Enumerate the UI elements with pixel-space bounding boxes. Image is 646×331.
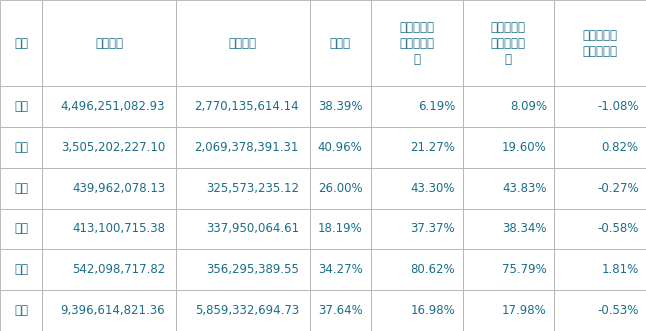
- Text: 橱柜: 橱柜: [14, 100, 28, 113]
- Text: 9,396,614,821.36: 9,396,614,821.36: [61, 304, 165, 317]
- Bar: [371, 86, 463, 127]
- Text: 其他: 其他: [14, 263, 28, 276]
- Text: 2,770,135,614.14: 2,770,135,614.14: [194, 100, 299, 113]
- Bar: [176, 168, 309, 209]
- Bar: [42, 0, 176, 86]
- Text: 3,505,202,227.10: 3,505,202,227.10: [61, 141, 165, 154]
- Text: 356,295,389.55: 356,295,389.55: [206, 263, 299, 276]
- Bar: [463, 290, 554, 331]
- Text: 37.37%: 37.37%: [411, 222, 455, 235]
- Bar: [309, 290, 371, 331]
- Bar: [309, 0, 371, 86]
- Bar: [371, 290, 463, 331]
- Bar: [554, 86, 646, 127]
- Text: 19.60%: 19.60%: [502, 141, 547, 154]
- Text: 0.82%: 0.82%: [601, 141, 639, 154]
- Text: -0.27%: -0.27%: [597, 182, 639, 195]
- Text: 43.30%: 43.30%: [411, 182, 455, 195]
- Bar: [42, 249, 176, 290]
- Text: 衣柜: 衣柜: [14, 141, 28, 154]
- Text: 75.79%: 75.79%: [502, 263, 547, 276]
- Text: -0.53%: -0.53%: [598, 304, 639, 317]
- Bar: [0, 249, 42, 290]
- Bar: [0, 168, 42, 209]
- Bar: [42, 86, 176, 127]
- Text: 21.27%: 21.27%: [410, 141, 455, 154]
- Bar: [176, 127, 309, 168]
- Bar: [176, 0, 309, 86]
- Bar: [0, 209, 42, 249]
- Bar: [309, 127, 371, 168]
- Text: 80.62%: 80.62%: [411, 263, 455, 276]
- Text: 18.19%: 18.19%: [318, 222, 362, 235]
- Bar: [42, 127, 176, 168]
- Text: 542,098,717.82: 542,098,717.82: [72, 263, 165, 276]
- Bar: [176, 249, 309, 290]
- Bar: [463, 168, 554, 209]
- Bar: [371, 168, 463, 209]
- Bar: [176, 86, 309, 127]
- Text: 毛利率比上
年同期增减: 毛利率比上 年同期增减: [583, 28, 618, 58]
- Text: 毛利率: 毛利率: [329, 36, 351, 50]
- Text: 26.00%: 26.00%: [318, 182, 362, 195]
- Text: 6.19%: 6.19%: [418, 100, 455, 113]
- Text: 38.34%: 38.34%: [503, 222, 547, 235]
- Bar: [463, 86, 554, 127]
- Text: 木门: 木门: [14, 222, 28, 235]
- Bar: [554, 209, 646, 249]
- Text: 43.83%: 43.83%: [503, 182, 547, 195]
- Text: 营业成本比
上年同期增
减: 营业成本比 上年同期增 减: [491, 21, 526, 66]
- Bar: [371, 0, 463, 86]
- Bar: [42, 290, 176, 331]
- Text: -1.08%: -1.08%: [597, 100, 639, 113]
- Text: 1.81%: 1.81%: [601, 263, 639, 276]
- Bar: [463, 0, 554, 86]
- Bar: [309, 249, 371, 290]
- Bar: [554, 127, 646, 168]
- Text: 38.39%: 38.39%: [318, 100, 362, 113]
- Text: 16.98%: 16.98%: [410, 304, 455, 317]
- Text: 17.98%: 17.98%: [502, 304, 547, 317]
- Bar: [309, 209, 371, 249]
- Text: 卫浴: 卫浴: [14, 182, 28, 195]
- Bar: [554, 249, 646, 290]
- Bar: [0, 127, 42, 168]
- Bar: [554, 0, 646, 86]
- Text: 40.96%: 40.96%: [318, 141, 362, 154]
- Text: 439,962,078.13: 439,962,078.13: [72, 182, 165, 195]
- Text: 8.09%: 8.09%: [510, 100, 547, 113]
- Text: 5,859,332,694.73: 5,859,332,694.73: [194, 304, 299, 317]
- Text: 2,069,378,391.31: 2,069,378,391.31: [194, 141, 299, 154]
- Bar: [42, 209, 176, 249]
- Text: 营业收入: 营业收入: [95, 36, 123, 50]
- Bar: [463, 249, 554, 290]
- Text: -0.58%: -0.58%: [598, 222, 639, 235]
- Bar: [42, 168, 176, 209]
- Bar: [0, 0, 42, 86]
- Text: 合计: 合计: [14, 304, 28, 317]
- Bar: [463, 127, 554, 168]
- Text: 34.27%: 34.27%: [318, 263, 362, 276]
- Bar: [371, 127, 463, 168]
- Text: 4,496,251,082.93: 4,496,251,082.93: [61, 100, 165, 113]
- Bar: [0, 86, 42, 127]
- Text: 37.64%: 37.64%: [318, 304, 362, 317]
- Bar: [309, 86, 371, 127]
- Text: 营业成本: 营业成本: [229, 36, 256, 50]
- Bar: [176, 290, 309, 331]
- Text: 产品: 产品: [14, 36, 28, 50]
- Bar: [371, 209, 463, 249]
- Bar: [554, 168, 646, 209]
- Text: 营业收入比
上年同期增
减: 营业收入比 上年同期增 减: [399, 21, 434, 66]
- Bar: [176, 209, 309, 249]
- Bar: [554, 290, 646, 331]
- Text: 337,950,064.61: 337,950,064.61: [206, 222, 299, 235]
- Bar: [371, 249, 463, 290]
- Text: 325,573,235.12: 325,573,235.12: [206, 182, 299, 195]
- Bar: [463, 209, 554, 249]
- Text: 413,100,715.38: 413,100,715.38: [72, 222, 165, 235]
- Bar: [0, 290, 42, 331]
- Bar: [309, 168, 371, 209]
